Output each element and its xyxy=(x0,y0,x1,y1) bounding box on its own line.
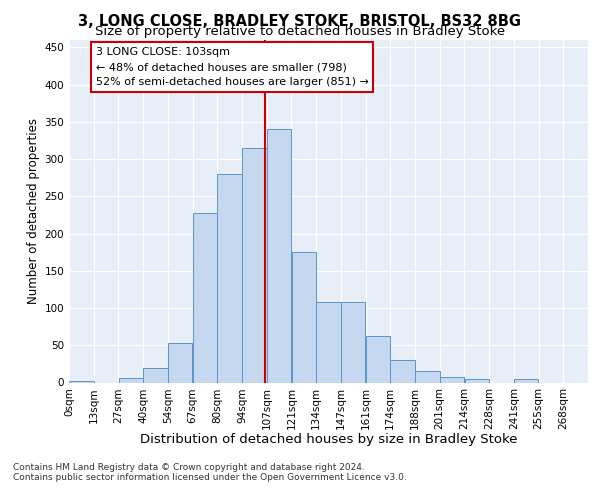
Bar xyxy=(440,376,464,382)
Text: 3, LONG CLOSE, BRADLEY STOKE, BRISTOL, BS32 8BG: 3, LONG CLOSE, BRADLEY STOKE, BRISTOL, B… xyxy=(79,14,521,29)
Text: Contains HM Land Registry data © Crown copyright and database right 2024.: Contains HM Land Registry data © Crown c… xyxy=(13,464,365,472)
Text: Size of property relative to detached houses in Bradley Stoke: Size of property relative to detached ho… xyxy=(95,25,505,38)
Bar xyxy=(514,379,538,382)
Bar xyxy=(193,212,217,382)
Bar xyxy=(341,302,365,382)
Bar xyxy=(316,302,341,382)
Bar xyxy=(168,343,193,382)
Text: 3 LONG CLOSE: 103sqm
← 48% of detached houses are smaller (798)
52% of semi-deta: 3 LONG CLOSE: 103sqm ← 48% of detached h… xyxy=(95,48,368,87)
Y-axis label: Number of detached properties: Number of detached properties xyxy=(27,118,40,304)
Bar xyxy=(391,360,415,382)
Bar xyxy=(69,381,94,382)
Bar xyxy=(143,368,168,382)
Bar xyxy=(415,370,440,382)
Bar xyxy=(267,130,292,382)
Bar xyxy=(365,336,390,382)
Text: Contains public sector information licensed under the Open Government Licence v3: Contains public sector information licen… xyxy=(13,474,407,482)
Bar xyxy=(292,252,316,382)
Bar xyxy=(242,148,266,382)
Bar xyxy=(464,379,489,382)
Bar xyxy=(217,174,242,382)
Bar xyxy=(119,378,143,382)
Text: Distribution of detached houses by size in Bradley Stoke: Distribution of detached houses by size … xyxy=(140,432,518,446)
